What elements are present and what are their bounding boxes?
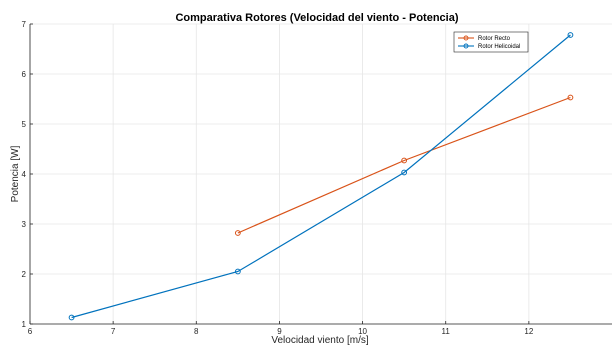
- x-axis-label: Velocidad viento [m/s]: [271, 335, 368, 346]
- y-tick-label: 4: [22, 170, 27, 179]
- y-tick-label: 1: [22, 320, 27, 329]
- y-axis-label: Potencia [W]: [10, 145, 21, 202]
- data-point: [68, 314, 75, 321]
- data-point: [567, 32, 574, 38]
- legend-marker: [463, 43, 469, 49]
- series-line-rotor-recto: [237, 96, 571, 234]
- legend-marker: [463, 35, 469, 41]
- data-point: [567, 94, 574, 101]
- x-tick-label: 11: [442, 327, 451, 336]
- series-rotor-helicoidal: [68, 32, 574, 321]
- data-point: [234, 268, 241, 275]
- data-point: [401, 157, 408, 164]
- data-point: [401, 169, 408, 176]
- y-tick-label: 2: [22, 270, 27, 279]
- y-tick-label: 6: [22, 70, 27, 79]
- legend-box: [453, 31, 529, 53]
- y-tick-label: 3: [22, 220, 27, 229]
- series-line-rotor-helicoidal: [71, 34, 571, 319]
- x-tick-label: 9: [277, 327, 282, 336]
- series-rotor-recto: [234, 94, 574, 236]
- legend-label: Rotor Recto: [478, 36, 511, 42]
- legend-entry-rotor-helicoidal: Rotor Helicoidal: [458, 43, 520, 50]
- chart-title: Comparativa Rotores (Velocidad del vient…: [175, 12, 458, 24]
- legend-entry-rotor-recto: Rotor Recto: [458, 35, 511, 42]
- y-tick-label: 7: [22, 20, 27, 29]
- data-point: [234, 230, 241, 236]
- x-tick-label: 12: [524, 327, 533, 336]
- y-tick-label: 5: [22, 120, 27, 129]
- x-tick-label: 7: [111, 327, 116, 336]
- legend-label: Rotor Helicoidal: [478, 44, 520, 50]
- x-tick-label: 10: [358, 327, 367, 336]
- legend: Rotor Recto Rotor Helicoidal: [453, 31, 529, 53]
- x-tick-label: 8: [194, 327, 199, 336]
- series-layer: [68, 32, 574, 321]
- x-tick-label: 6: [28, 327, 33, 336]
